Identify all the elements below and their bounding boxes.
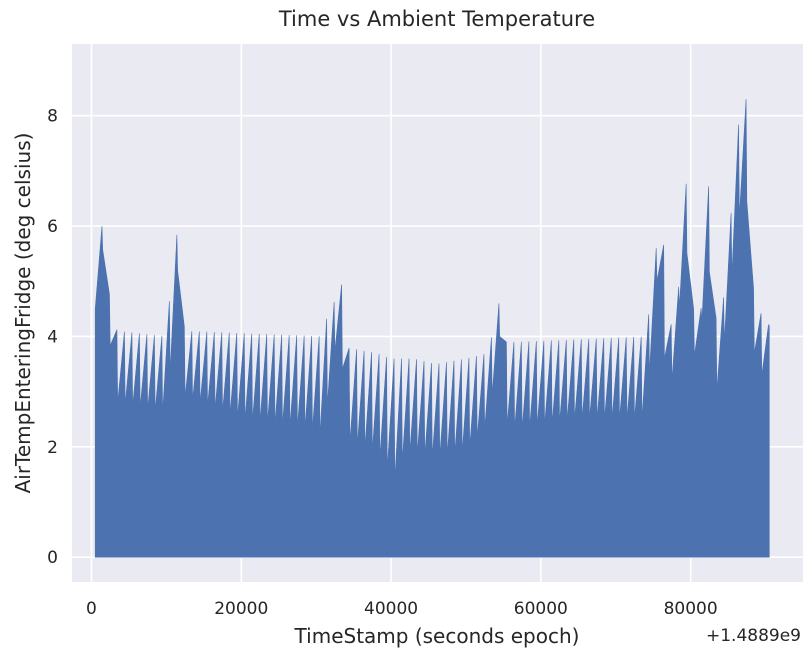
x-tick-label: 80000: [664, 599, 718, 619]
x-tick-label: 0: [86, 599, 97, 619]
series-area: [94, 99, 770, 558]
x-axis-offset-label: +1.4889e9: [706, 626, 801, 646]
x-axis-label: TimeStamp (seconds epoch): [294, 624, 580, 648]
y-tick-label: 6: [47, 217, 58, 237]
y-tick-labels: 0 2 4 6 8: [47, 107, 58, 568]
x-tick-label: 60000: [514, 599, 568, 619]
y-tick-label: 2: [47, 438, 58, 458]
x-tick-label: 40000: [364, 599, 418, 619]
x-tick-label: 20000: [214, 599, 268, 619]
chart-title: Time vs Ambient Temperature: [278, 7, 595, 31]
y-tick-label: 0: [47, 548, 58, 568]
y-axis-label: AirTempEnteringFridge (deg celsius): [11, 133, 35, 494]
y-tick-label: 8: [47, 107, 58, 127]
y-tick-label: 4: [47, 327, 58, 347]
x-tick-labels: 0 20000 40000 60000 80000: [86, 599, 718, 619]
data-series: [94, 99, 770, 558]
